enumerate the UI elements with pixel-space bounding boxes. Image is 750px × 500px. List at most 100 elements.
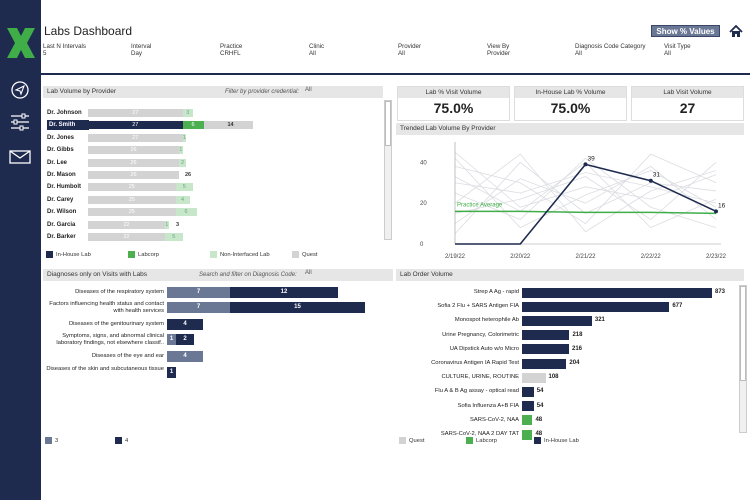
provider-name[interactable]: Dr. Barker — [47, 234, 76, 240]
bar-noninterfaced[interactable]: 5 — [175, 183, 193, 192]
provider-name[interactable]: Dr. Carey — [47, 196, 74, 203]
bar-quest[interactable]: 22 — [88, 233, 165, 241]
filter-value[interactable]: CRHFL — [220, 50, 241, 57]
filter-clinic[interactable]: Clinic All — [309, 43, 324, 57]
provider-row[interactable]: Dr. Gibbs 26 1 — [46, 145, 346, 155]
diagnosis-bar-4[interactable]: 2 — [176, 334, 194, 345]
lab-order-bar[interactable] — [522, 287, 712, 298]
scroll-thumb[interactable] — [740, 286, 746, 381]
diagnosis-bar-3[interactable]: 7 — [167, 287, 230, 298]
bar-quest[interactable]: 27 — [88, 109, 183, 117]
provider-name[interactable]: Dr. Garcia — [47, 221, 76, 228]
bar-noninterfaced[interactable]: 1 — [182, 133, 186, 142]
bar-noninterfaced[interactable]: 3 — [182, 109, 193, 117]
filter-view-by[interactable]: View By Provider — [487, 43, 510, 57]
legend-item[interactable]: 4 — [115, 437, 128, 445]
legend-item[interactable]: 3 — [45, 437, 58, 445]
filter-value[interactable]: Day — [131, 50, 143, 57]
legend-item[interactable]: Labcorp — [128, 251, 159, 259]
bar-quest[interactable]: 22 — [88, 220, 165, 229]
provider-row[interactable]: Dr. Smith 27 6 14 — [46, 120, 346, 131]
app-logo[interactable] — [5, 24, 37, 62]
bar-inhouse[interactable]: 27 — [88, 121, 183, 130]
filter-last-n-intervals[interactable]: Last N Intervals 5 — [43, 43, 86, 57]
scroll-thumb[interactable] — [385, 101, 391, 146]
diagnosis-bar-4[interactable]: 1 — [167, 367, 176, 378]
diagnosis-bar-4[interactable]: 4 — [167, 319, 203, 330]
diagnosis-bar-3[interactable]: 1 — [167, 334, 176, 345]
provider-row[interactable]: Dr. Mason 26 26 — [46, 170, 346, 180]
bar-noninterfaced[interactable]: 6 — [175, 208, 197, 217]
bar-quest[interactable]: 26 — [88, 171, 179, 179]
legend-item[interactable]: Quest — [292, 251, 317, 259]
lab-order-bar[interactable] — [522, 358, 567, 369]
home-icon[interactable] — [729, 25, 743, 38]
provider-row[interactable]: Dr. Jones 27 1 — [46, 133, 346, 143]
bar-quest[interactable]: 25 — [88, 208, 176, 217]
provider-name[interactable]: Dr. Johnson — [47, 110, 82, 116]
lab-order-bar[interactable] — [522, 415, 533, 426]
lab-order-bar[interactable] — [522, 315, 592, 326]
provider-name[interactable]: Dr. Mason — [47, 172, 76, 178]
filter-value[interactable]: 5 — [43, 50, 47, 57]
diagnosis-filter-value[interactable]: All — [305, 270, 312, 276]
provider-row[interactable]: Dr. Wilson 25 6 — [46, 207, 346, 217]
bar-quest[interactable] — [203, 121, 253, 130]
filter-value[interactable]: Provider — [487, 50, 511, 57]
provider-row[interactable]: Dr. Lee 26 2 — [46, 158, 346, 168]
lab-order-scrollbar[interactable] — [739, 285, 747, 433]
filter-value[interactable]: All — [309, 50, 316, 57]
filter-value[interactable]: All — [398, 50, 405, 57]
provider-name[interactable]: Dr. Jones — [47, 134, 75, 141]
filter-provider[interactable]: Provider All — [398, 43, 421, 57]
show-percent-values-button[interactable]: Show % Values — [651, 25, 720, 37]
filter-interval[interactable]: Interval Day — [131, 43, 151, 57]
lab-order-bar[interactable] — [522, 301, 670, 312]
legend-item[interactable]: Quest — [399, 437, 424, 445]
legend-item[interactable]: In-House Lab — [534, 437, 579, 445]
provider-row[interactable]: Dr. Johnson 27 3 — [46, 108, 346, 118]
provider-row[interactable]: Dr. Garcia 22 1 3 — [46, 220, 346, 230]
lab-volume-scrollbar[interactable] — [384, 100, 392, 240]
lab-order-bar[interactable] — [522, 386, 534, 397]
lab-order-bar[interactable] — [522, 401, 534, 412]
bar-quest[interactable]: 27 — [88, 133, 183, 142]
bar-noninterfaced[interactable]: 4 — [175, 195, 190, 204]
bar-noninterfaced[interactable]: 5 — [165, 233, 183, 241]
lab-order-bar[interactable] — [522, 330, 570, 341]
diagnosis-bar-3[interactable]: 7 — [167, 302, 230, 313]
bar-noninterfaced[interactable]: 1 — [165, 220, 169, 229]
legend-item[interactable]: Non-Interfaced Lab — [210, 251, 270, 259]
provider-name[interactable]: Dr. Smith — [47, 120, 89, 131]
diagnosis-bar-4[interactable]: 15 — [230, 302, 365, 313]
bar-noninterfaced[interactable]: 2 — [179, 158, 186, 167]
diagnosis-bar-3[interactable]: 4 — [167, 351, 203, 362]
provider-row[interactable]: Dr. Carey 25 4 — [46, 195, 346, 205]
provider-name[interactable]: Dr. Lee — [47, 159, 68, 166]
bar-quest[interactable]: 26 — [88, 158, 179, 167]
provider-filter-value[interactable]: All — [305, 87, 312, 93]
bar-quest[interactable]: 25 — [88, 183, 176, 192]
bar-quest[interactable]: 25 — [88, 195, 176, 204]
provider-name[interactable]: Dr. Wilson — [47, 209, 77, 216]
bar-noninterfaced[interactable]: 1 — [179, 146, 183, 155]
filter-practice[interactable]: Practice CRHFL — [220, 43, 242, 57]
provider-name[interactable]: Dr. Humbolt — [47, 184, 81, 191]
bar-labcorp[interactable]: 6 — [182, 121, 204, 130]
mail-icon[interactable] — [9, 150, 31, 164]
filter-value[interactable]: All — [664, 50, 671, 57]
lab-order-bar[interactable] — [522, 429, 533, 440]
filter-diagnosis-code-category[interactable]: Diagnosis Code Category All — [575, 43, 646, 57]
provider-row[interactable]: Dr. Barker 22 5 — [46, 232, 346, 242]
legend-item[interactable]: In-House Lab — [46, 251, 91, 259]
filter-visit-type[interactable]: Visit Type All — [664, 43, 691, 57]
diagnosis-bar-4[interactable]: 12 — [230, 287, 338, 298]
lab-order-bar[interactable] — [522, 372, 546, 383]
legend-item[interactable]: Labcorp — [466, 437, 497, 445]
filter-value[interactable]: All — [575, 50, 582, 57]
sliders-icon[interactable] — [9, 112, 31, 132]
send-icon[interactable] — [9, 80, 31, 100]
provider-name[interactable]: Dr. Gibbs — [47, 147, 74, 154]
provider-row[interactable]: Dr. Humbolt 25 5 — [46, 182, 346, 192]
bar-quest[interactable]: 26 — [88, 146, 179, 155]
